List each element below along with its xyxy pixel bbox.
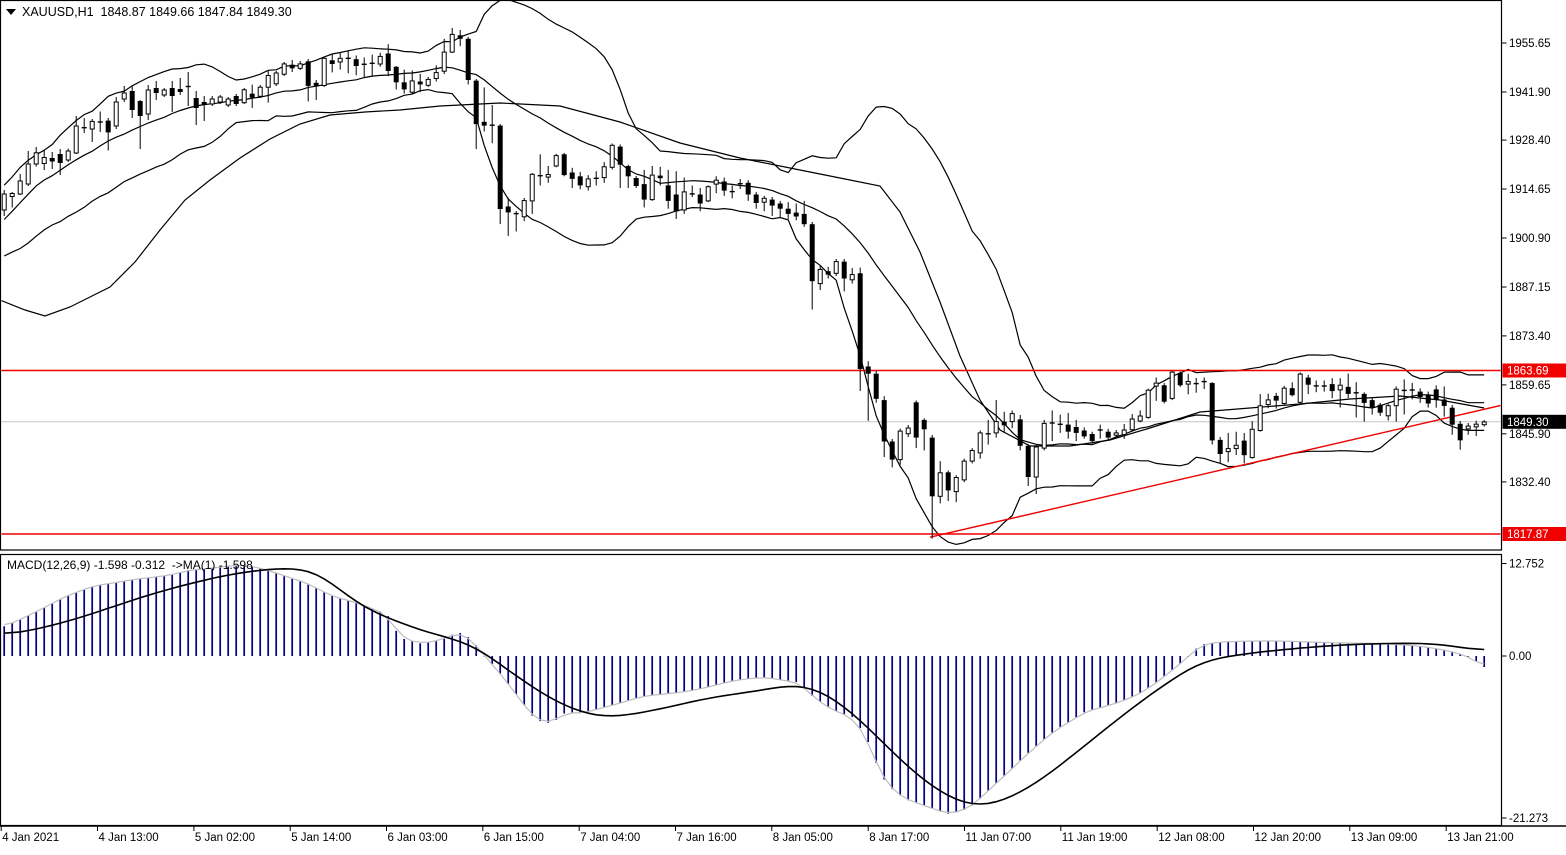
svg-text:4 Jan 13:00: 4 Jan 13:00 (99, 832, 159, 844)
svg-text:1873.40: 1873.40 (1509, 331, 1551, 343)
svg-text:1817.87: 1817.87 (1507, 529, 1549, 541)
svg-text:1955.65: 1955.65 (1509, 38, 1551, 50)
svg-text:8 Jan 05:00: 8 Jan 05:00 (773, 832, 833, 844)
svg-text:1887.15: 1887.15 (1509, 282, 1551, 294)
svg-text:1863.69: 1863.69 (1507, 366, 1549, 378)
svg-text:7 Jan 04:00: 7 Jan 04:00 (580, 832, 640, 844)
svg-text:MACD(12,26,9) -1.598 -0.312 -: MACD(12,26,9) -1.598 -0.312 ->MA(1) -1.5… (7, 558, 253, 572)
svg-text:5 Jan 14:00: 5 Jan 14:00 (291, 832, 351, 844)
svg-text:-21.273: -21.273 (1509, 813, 1548, 825)
svg-text:0.00: 0.00 (1509, 651, 1531, 663)
svg-text:1849.30: 1849.30 (1507, 417, 1549, 429)
svg-text:XAUUSD,H1 1848.87 1849.66 184: XAUUSD,H1 1848.87 1849.66 1847.84 1849.3… (22, 5, 292, 19)
svg-text:13 Jan 09:00: 13 Jan 09:00 (1351, 832, 1418, 844)
svg-text:1914.65: 1914.65 (1509, 184, 1551, 196)
svg-text:12 Jan 08:00: 12 Jan 08:00 (1158, 832, 1225, 844)
svg-text:12 Jan 20:00: 12 Jan 20:00 (1255, 832, 1322, 844)
svg-text:1941.90: 1941.90 (1509, 87, 1551, 99)
svg-text:8 Jan 17:00: 8 Jan 17:00 (869, 832, 929, 844)
svg-text:6 Jan 03:00: 6 Jan 03:00 (388, 832, 448, 844)
svg-text:5 Jan 02:00: 5 Jan 02:00 (195, 832, 255, 844)
svg-text:11 Jan 19:00: 11 Jan 19:00 (1062, 832, 1128, 844)
svg-text:1832.40: 1832.40 (1509, 477, 1551, 489)
svg-text:13 Jan 21:00: 13 Jan 21:00 (1447, 832, 1514, 844)
svg-text:6 Jan 15:00: 6 Jan 15:00 (484, 832, 544, 844)
svg-text:1845.90: 1845.90 (1509, 429, 1551, 441)
svg-text:1928.40: 1928.40 (1509, 135, 1551, 147)
svg-text:12.752: 12.752 (1509, 559, 1544, 571)
svg-text:7 Jan 16:00: 7 Jan 16:00 (677, 832, 737, 844)
svg-text:1859.65: 1859.65 (1509, 380, 1551, 392)
svg-text:11 Jan 07:00: 11 Jan 07:00 (966, 832, 1032, 844)
svg-text:4 Jan 2021: 4 Jan 2021 (2, 832, 59, 844)
svg-text:1900.90: 1900.90 (1509, 233, 1551, 245)
